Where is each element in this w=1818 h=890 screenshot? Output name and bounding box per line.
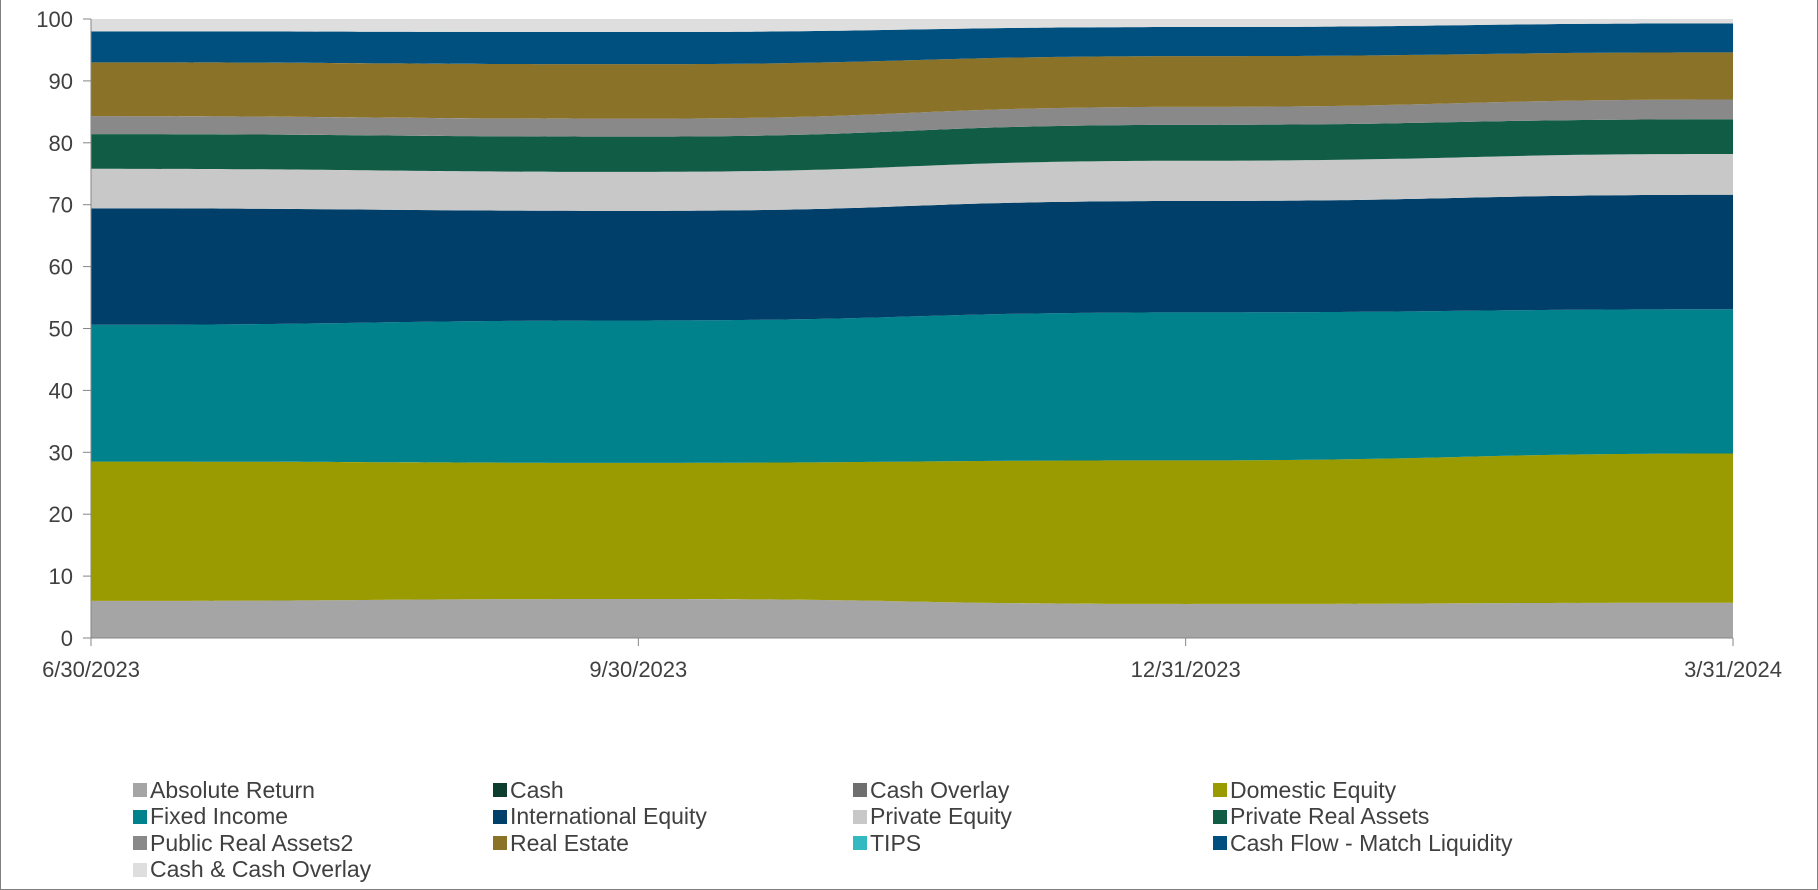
- legend: Absolute Return Cash Cash Overlay Domestic …: [133, 777, 1753, 883]
- series-areas: [91, 19, 1733, 638]
- legend-swatch: [853, 783, 867, 798]
- area-domestic-equity: [91, 453, 1733, 604]
- area-private-equity: [91, 153, 1733, 211]
- legend-swatch: [133, 809, 147, 824]
- legend-label: TIPS: [870, 829, 922, 856]
- y-tick-label: 90: [49, 69, 73, 94]
- y-axis: 0 10 20 30 40 50 60 70 80 90 100: [36, 7, 92, 651]
- legend-item: Cash Overlay: [853, 777, 1213, 804]
- legend-item: Cash & Cash Overlay: [133, 856, 493, 884]
- y-tick-label: 70: [49, 193, 73, 218]
- legend-label: International Equity: [510, 803, 707, 830]
- legend-item: International Equity: [493, 803, 853, 831]
- legend-label: Cash Overlay: [870, 776, 1010, 803]
- legend-item: Real Estate: [493, 830, 853, 857]
- y-tick-label: 40: [49, 378, 73, 403]
- legend-swatch: [1213, 783, 1227, 798]
- y-tick-label: 80: [49, 131, 73, 156]
- legend-item: Public Real Assets2: [133, 830, 493, 857]
- y-tick-label: 60: [49, 255, 73, 280]
- x-axis: 6/30/2023 9/30/2023 12/31/2023 3/31/2024: [42, 637, 1782, 682]
- legend-label: Public Real Assets2: [150, 829, 354, 856]
- area-cash-flow-match-liquidity: [91, 23, 1733, 65]
- y-tick-label: 50: [49, 317, 73, 342]
- area-real-estate: [91, 52, 1733, 119]
- x-tick-label: 6/30/2023: [42, 657, 140, 682]
- legend-item: Private Equity: [853, 803, 1213, 831]
- legend-row: Fixed Income International Equity Private …: [133, 803, 1753, 831]
- legend-swatch: [1213, 836, 1227, 851]
- legend-swatch: [853, 836, 867, 851]
- legend-swatch: [853, 809, 867, 824]
- legend-label: Cash & Cash Overlay: [150, 856, 372, 883]
- legend-row: Public Real Assets2 Real Estate TIPS Cash F…: [133, 830, 1753, 857]
- legend-row: Absolute Return Cash Cash Overlay Domestic …: [133, 777, 1753, 804]
- area-absolute-return: [91, 599, 1733, 638]
- y-tick-label: 20: [49, 502, 73, 527]
- y-tick-label: 0: [61, 626, 73, 651]
- x-tick-label: 3/31/2024: [1684, 657, 1782, 682]
- area-cash-cash-overlay: [91, 19, 1733, 32]
- legend-label: Cash: [510, 776, 564, 803]
- legend-label: Fixed Income: [150, 803, 289, 830]
- legend-swatch: [493, 836, 507, 851]
- y-tick-label: 10: [49, 564, 73, 589]
- legend-label: Cash Flow - Match Liquidity: [1230, 829, 1513, 856]
- y-tick-label: 100: [36, 7, 73, 32]
- legend-item: Absolute Return: [133, 777, 493, 804]
- legend-swatch: [1213, 809, 1227, 824]
- legend-swatch: [493, 809, 507, 824]
- area-private-real-assets: [91, 119, 1733, 172]
- legend-item: Fixed Income: [133, 803, 493, 831]
- legend-swatch: [133, 836, 147, 851]
- legend-item: Private Real Assets: [1213, 803, 1573, 831]
- legend-item: TIPS: [853, 830, 1213, 857]
- legend-item: Domestic Equity: [1213, 777, 1573, 804]
- legend-label: Real Estate: [510, 829, 629, 856]
- legend-swatch: [133, 862, 147, 877]
- area-public-real-assets2: [91, 99, 1733, 137]
- legend-label: Private Equity: [870, 803, 1012, 830]
- area-fixed-income: [91, 309, 1733, 463]
- legend-label: Absolute Return: [150, 776, 315, 803]
- legend-swatch: [493, 783, 507, 798]
- legend-label: Domestic Equity: [1230, 776, 1397, 803]
- area-international-equity: [91, 194, 1733, 325]
- chart-border-left: [0, 0, 1, 890]
- legend-swatch: [133, 783, 147, 798]
- y-tick-label: 30: [49, 440, 73, 465]
- legend-row: Cash & Cash Overlay: [133, 856, 1753, 884]
- legend-item: Cash: [493, 777, 853, 804]
- legend-item: Cash Flow - Match Liquidity: [1213, 830, 1573, 857]
- x-tick-label: 12/31/2023: [1131, 657, 1241, 682]
- legend-label: Private Real Assets: [1230, 803, 1430, 830]
- x-tick-label: 9/30/2023: [589, 657, 687, 682]
